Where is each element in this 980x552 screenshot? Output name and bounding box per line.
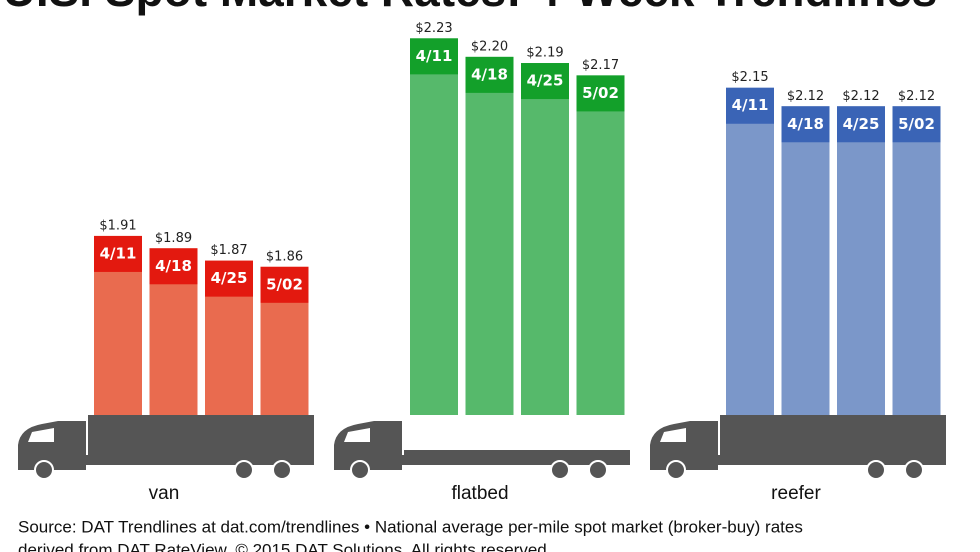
value-label: $1.89 (155, 231, 192, 246)
date-label: 4/18 (155, 257, 192, 275)
date-label: 4/25 (211, 269, 248, 287)
date-band (576, 75, 625, 112)
truck-wheel (588, 460, 608, 480)
value-label: $1.87 (210, 243, 247, 258)
bar (726, 87, 774, 415)
value-label: $2.12 (842, 89, 879, 104)
value-label: $2.23 (415, 21, 452, 36)
bar (892, 106, 941, 416)
source-line: Source: DAT Trendlines at dat.com/trendl… (18, 517, 803, 536)
date-label: 4/25 (527, 72, 564, 90)
date-label: 4/18 (787, 115, 824, 133)
truck-window (28, 428, 54, 442)
date-label: 4/18 (471, 65, 508, 83)
date-label: 5/02 (582, 84, 619, 102)
date-band (781, 106, 830, 143)
value-label: $2.12 (787, 89, 824, 104)
value-label: $2.12 (898, 89, 935, 104)
truck-wheel (34, 460, 54, 480)
date-band (410, 38, 458, 75)
bar (410, 38, 458, 415)
truck-trailer (88, 415, 314, 455)
value-label: $1.86 (266, 249, 303, 264)
date-label: 5/02 (898, 115, 935, 133)
truck-wheel (904, 460, 924, 480)
truck-wheel (550, 460, 570, 480)
date-label: 4/11 (416, 47, 453, 65)
truck-trailer (720, 415, 946, 455)
truck-wheel (866, 460, 886, 480)
date-band (205, 260, 253, 297)
value-label: $2.20 (471, 39, 508, 54)
truck-wheel (350, 460, 370, 480)
date-band (892, 106, 941, 143)
date-label: 4/11 (100, 244, 137, 262)
date-label: 4/25 (843, 115, 880, 133)
truck-chassis (18, 455, 314, 465)
truck-window (344, 428, 370, 442)
date-band (260, 266, 309, 303)
date-band (726, 87, 774, 124)
date-label: 4/11 (732, 96, 769, 114)
truck-chassis (650, 455, 946, 465)
value-label: $2.17 (582, 58, 619, 73)
truck-window (660, 428, 686, 442)
truck-wheel (272, 460, 292, 480)
group-label: van (149, 483, 180, 504)
bar (576, 75, 625, 416)
bar (465, 56, 514, 415)
truck-chassis (334, 455, 630, 465)
date-band (94, 235, 142, 272)
bar (521, 63, 569, 416)
date-band (837, 106, 885, 143)
chart-title: U.S. Spot Market Rates: 4-Week Trendline… (3, 0, 938, 16)
date-label: 5/02 (266, 275, 303, 293)
bar (837, 106, 885, 416)
date-band (149, 248, 198, 285)
truck-wheel (234, 460, 254, 480)
truck-wheel (666, 460, 686, 480)
date-band (521, 63, 569, 100)
group-label: reefer (771, 483, 821, 504)
value-label: $2.19 (526, 46, 563, 61)
group-label: flatbed (451, 483, 508, 504)
date-band (465, 56, 514, 93)
value-label: $2.15 (731, 70, 768, 85)
value-label: $1.91 (99, 218, 136, 233)
bar (781, 106, 830, 416)
source-line: derived from DAT RateView. © 2015 DAT So… (18, 540, 551, 552)
